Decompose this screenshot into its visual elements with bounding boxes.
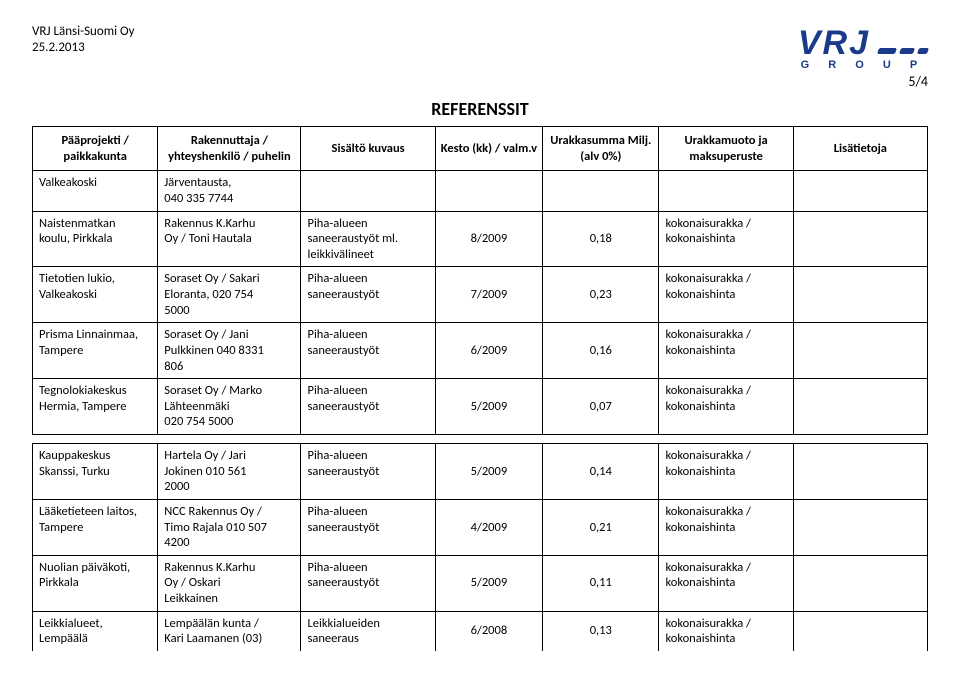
cell-content: Piha-alueensaneeraustyöt ml.leikkiväline… (301, 211, 435, 267)
cell-sum: 0,11 (543, 555, 659, 611)
table-row: Naistenmatkankoulu, PirkkalaRakennus K.K… (33, 211, 928, 267)
cell-sum (543, 171, 659, 211)
cell-duration (435, 171, 542, 211)
cell-content: Piha-alueensaneeraustyöt (301, 379, 435, 435)
cell-builder: Järventausta,040 335 7744 (158, 171, 301, 211)
cell-sum: 0,21 (543, 499, 659, 555)
cell-builder: Soraset Oy / SakariEloranta, 020 7545000 (158, 267, 301, 323)
cell-project: Nuolian päiväkoti,Pirkkala (33, 555, 158, 611)
cell-sum: 0,18 (543, 211, 659, 267)
cell-builder: Hartela Oy / JariJokinen 010 5612000 (158, 444, 301, 500)
table-row: Leikkialueet,LempääläLempäälän kunta /Ka… (33, 611, 928, 651)
cell-contract: kokonaisurakka /kokonaishinta (659, 499, 793, 555)
cell-builder: Lempäälän kunta /Kari Laamanen (03) (158, 611, 301, 651)
cell-builder: NCC Rakennus Oy /Timo Rajala 010 5074200 (158, 499, 301, 555)
page-number: 5/4 (32, 73, 928, 90)
cell-contract: kokonaisurakka /kokonaishinta (659, 379, 793, 435)
cell-info (793, 379, 927, 435)
table-header-row: Pääprojekti / paikkakunta Rakennuttaja /… (33, 127, 928, 171)
cell-content: Piha-alueensaneeraustyöt (301, 267, 435, 323)
cell-info (793, 444, 927, 500)
cell-info (793, 211, 927, 267)
cell-contract: kokonaisurakka /kokonaishinta (659, 211, 793, 267)
cell-contract: kokonaisurakka /kokonaishinta (659, 555, 793, 611)
cell-content (301, 171, 435, 211)
cell-contract (659, 171, 793, 211)
cell-builder: Soraset Oy / JaniPulkkinen 040 8331806 (158, 323, 301, 379)
cell-contract: kokonaisurakka /kokonaishinta (659, 323, 793, 379)
doc-header: VRJ Länsi-Suomi Oy 25.2.2013 (32, 24, 135, 55)
col-header: Urakkamuoto ja maksuperuste (659, 127, 793, 171)
cell-duration: 5/2009 (435, 444, 542, 500)
table-row: ValkeakoskiJärventausta,040 335 7744 (33, 171, 928, 211)
table-row: TegnolokiakeskusHermia, TampereSoraset O… (33, 379, 928, 435)
col-header: Kesto (kk) / valm.v (435, 127, 542, 171)
cell-contract: kokonaisurakka /kokonaishinta (659, 611, 793, 651)
logo: VRJ G R O U P (798, 24, 928, 71)
table-row: Tietotien lukio,ValkeakoskiSoraset Oy / … (33, 267, 928, 323)
cell-project: Prisma Linnainmaa,Tampere (33, 323, 158, 379)
doc-date: 25.2.2013 (32, 40, 135, 56)
cell-project: Valkeakoski (33, 171, 158, 211)
table-row: KauppakeskusSkanssi, TurkuHartela Oy / J… (33, 444, 928, 500)
col-header: Rakennuttaja / yhteyshenkilö / puhelin (158, 127, 301, 171)
spacer-row (33, 435, 928, 444)
cell-sum: 0,07 (543, 379, 659, 435)
logo-top: VRJ (798, 24, 928, 63)
cell-project: TegnolokiakeskusHermia, Tampere (33, 379, 158, 435)
cell-duration: 6/2009 (435, 323, 542, 379)
logo-stripes-icon (878, 48, 928, 54)
cell-duration: 4/2009 (435, 499, 542, 555)
table-row: Lääketieteen laitos,TampereNCC Rakennus … (33, 499, 928, 555)
cell-builder: Rakennus K.KarhuOy / Toni Hautala (158, 211, 301, 267)
cell-duration: 7/2009 (435, 267, 542, 323)
reference-table: Pääprojekti / paikkakunta Rakennuttaja /… (32, 126, 928, 651)
cell-info (793, 323, 927, 379)
cell-content: Piha-alueensaneeraustyöt (301, 555, 435, 611)
col-header: Sisältö kuvaus (301, 127, 435, 171)
cell-project: Leikkialueet,Lempäälä (33, 611, 158, 651)
cell-duration: 6/2008 (435, 611, 542, 651)
cell-contract: kokonaisurakka /kokonaishinta (659, 267, 793, 323)
cell-builder: Rakennus K.KarhuOy / OskariLeikkainen (158, 555, 301, 611)
cell-duration: 5/2009 (435, 555, 542, 611)
cell-sum: 0,14 (543, 444, 659, 500)
cell-content: Piha-alueensaneeraustyöt (301, 499, 435, 555)
cell-project: Tietotien lukio,Valkeakoski (33, 267, 158, 323)
cell-project: Naistenmatkankoulu, Pirkkala (33, 211, 158, 267)
table-row: Nuolian päiväkoti,PirkkalaRakennus K.Kar… (33, 555, 928, 611)
cell-project: Lääketieteen laitos,Tampere (33, 499, 158, 555)
cell-duration: 5/2009 (435, 379, 542, 435)
col-header: Urakkasumma Milj. (alv 0%) (543, 127, 659, 171)
cell-sum: 0,13 (543, 611, 659, 651)
cell-content: Piha-alueensaneeraustyöt (301, 323, 435, 379)
cell-builder: Soraset Oy / MarkoLähteenmäki020 754 500… (158, 379, 301, 435)
cell-sum: 0,16 (543, 323, 659, 379)
cell-info (793, 611, 927, 651)
logo-text: VRJ (798, 24, 870, 63)
col-header: Pääprojekti / paikkakunta (33, 127, 158, 171)
table-row: Prisma Linnainmaa,TampereSoraset Oy / Ja… (33, 323, 928, 379)
cell-project: KauppakeskusSkanssi, Turku (33, 444, 158, 500)
cell-info (793, 267, 927, 323)
cell-content: Leikkialueidensaneeraus (301, 611, 435, 651)
cell-sum: 0,23 (543, 267, 659, 323)
cell-content: Piha-alueensaneeraustyöt (301, 444, 435, 500)
cell-duration: 8/2009 (435, 211, 542, 267)
cell-info (793, 555, 927, 611)
page-title: REFERENSSIT (32, 98, 928, 120)
cell-contract: kokonaisurakka /kokonaishinta (659, 444, 793, 500)
col-header: Lisätietoja (793, 127, 927, 171)
cell-info (793, 171, 927, 211)
cell-info (793, 499, 927, 555)
company-name: VRJ Länsi-Suomi Oy (32, 24, 135, 40)
